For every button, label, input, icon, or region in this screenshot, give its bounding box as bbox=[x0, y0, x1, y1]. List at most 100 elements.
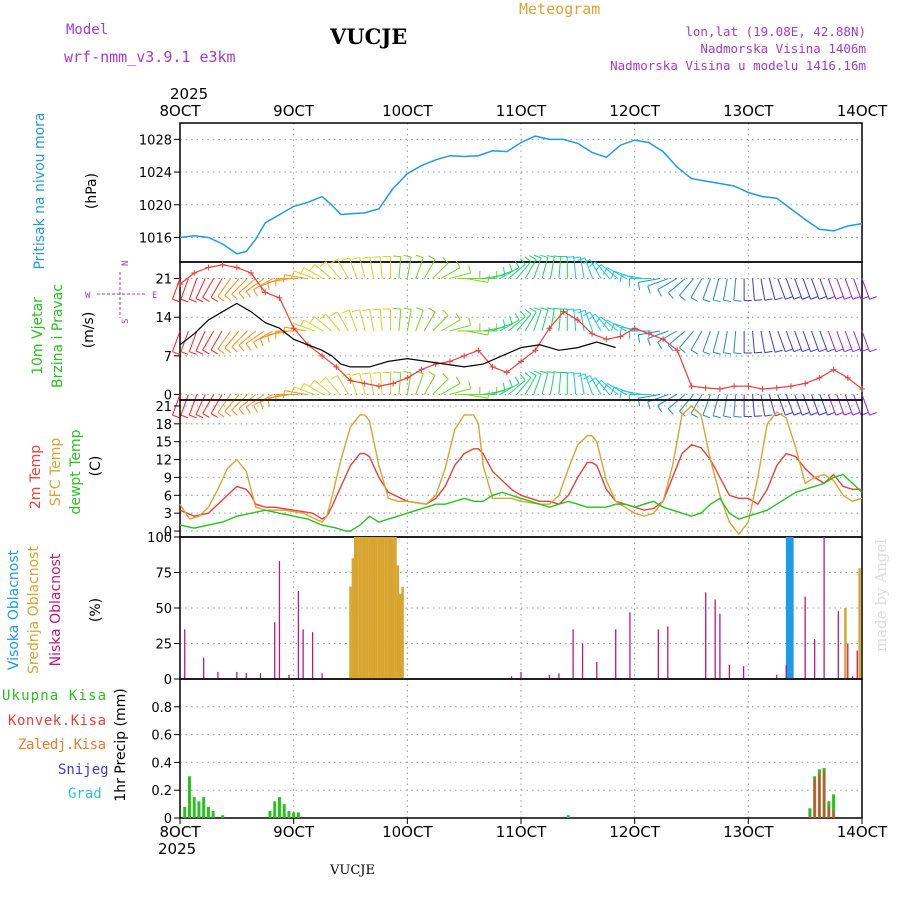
wind-barb-flag bbox=[202, 297, 210, 302]
gust-marker bbox=[177, 281, 183, 288]
wind-barb bbox=[449, 324, 471, 332]
wind-barb-flag bbox=[319, 261, 327, 268]
wind-barb-flag bbox=[566, 256, 574, 258]
wind-barb-flag bbox=[667, 344, 674, 352]
wind-barb bbox=[811, 330, 820, 352]
wind-barb bbox=[466, 393, 489, 399]
low-cloud-bar bbox=[581, 643, 584, 679]
wind-barb bbox=[733, 394, 737, 417]
wind-barb bbox=[777, 394, 786, 416]
low-cloud-bar bbox=[785, 664, 787, 679]
wind-barb-flag bbox=[282, 390, 286, 399]
panel-frame bbox=[179, 122, 863, 263]
wind-barb-flag bbox=[546, 307, 555, 310]
total-precip-label: Ukupna Kisa bbox=[2, 688, 106, 704]
wind-barb-flag bbox=[455, 313, 461, 321]
wind-barb bbox=[379, 256, 383, 279]
year-bottom: 2025 bbox=[158, 840, 196, 858]
low-cloud-bar bbox=[847, 643, 849, 679]
wind-barb bbox=[768, 394, 776, 416]
bottom-x-tick-label: 14OCT bbox=[837, 823, 888, 841]
wind-barb bbox=[638, 393, 661, 399]
wind-barb bbox=[647, 394, 669, 403]
wind-barb bbox=[541, 309, 549, 332]
wind-barb bbox=[819, 330, 828, 352]
gust-marker bbox=[688, 383, 695, 390]
gust-marker bbox=[248, 270, 255, 277]
wind-barb bbox=[348, 373, 358, 395]
wind-barb-flag bbox=[172, 351, 180, 355]
y-tick-label: 75 bbox=[155, 567, 172, 582]
low-cloud-bar bbox=[245, 673, 247, 679]
wind-barb-flag bbox=[362, 256, 370, 259]
wind-barb-flag bbox=[330, 374, 338, 380]
gust-marker bbox=[418, 366, 425, 373]
wind-barb-flag bbox=[774, 349, 783, 353]
wind-barb bbox=[600, 264, 619, 279]
wind-barb-flag bbox=[553, 307, 561, 310]
wind-barb bbox=[379, 309, 383, 332]
gust-marker bbox=[262, 289, 269, 296]
wind-barb-flag bbox=[210, 413, 219, 418]
y-tick-label: 18 bbox=[155, 418, 172, 433]
wind-barb bbox=[172, 330, 181, 352]
wind-barb bbox=[827, 330, 837, 352]
wind-barb-flag bbox=[514, 260, 520, 268]
total-precip-bar bbox=[292, 812, 296, 818]
total-precip-bar bbox=[296, 812, 300, 818]
wind-barb-flag bbox=[393, 255, 401, 258]
wind-barb-flag bbox=[723, 415, 732, 418]
low-cloud-bar bbox=[851, 676, 854, 679]
wind-barb bbox=[415, 373, 424, 395]
wind-barb-flag bbox=[827, 412, 835, 416]
wind-barb bbox=[794, 394, 803, 416]
wind-barb bbox=[722, 278, 728, 301]
wind-barb-flag bbox=[351, 256, 360, 260]
low-cloud-bar bbox=[203, 657, 205, 679]
wind-barb bbox=[210, 394, 223, 414]
total-precip-bar bbox=[566, 815, 570, 818]
wind-barb bbox=[406, 256, 412, 279]
wind-barb bbox=[449, 388, 471, 395]
wind-barb-flag bbox=[810, 296, 818, 300]
wind-barb-flag bbox=[589, 261, 596, 268]
wind-barb-flag bbox=[330, 259, 338, 264]
wind-barb-flag bbox=[619, 274, 622, 283]
wind-barb bbox=[195, 330, 206, 352]
wind-barb-flag bbox=[827, 348, 835, 353]
wind-barb bbox=[657, 330, 678, 343]
wind-barb-flag bbox=[754, 351, 763, 354]
y-tick-label: 25 bbox=[155, 638, 172, 653]
wind-barb bbox=[679, 278, 694, 296]
wind-barb-flag bbox=[566, 308, 574, 311]
wind-barb bbox=[231, 394, 248, 411]
wind-barb bbox=[811, 394, 820, 416]
conv-precip-label: Konvek.Kisa bbox=[8, 713, 106, 729]
low-cloud-bar bbox=[804, 596, 806, 679]
y-tick-label: 6 bbox=[164, 489, 172, 504]
conv-precip-bar bbox=[818, 773, 821, 818]
wind-barb bbox=[284, 274, 307, 280]
wind-barb bbox=[210, 278, 223, 298]
gust-line bbox=[179, 264, 863, 390]
wind-barb-flag bbox=[754, 299, 763, 301]
wind-barb bbox=[819, 394, 828, 416]
wind-barb bbox=[579, 256, 585, 279]
wind-barb bbox=[785, 278, 795, 300]
wind-barb bbox=[508, 264, 526, 279]
top-axis-labels: 8OCT 9OCT 10OCT 11OCT 12OCT 13OCT 14OCT bbox=[160, 102, 889, 120]
wind-barb bbox=[524, 375, 537, 395]
wind-barb bbox=[760, 330, 766, 353]
gust-marker bbox=[574, 316, 581, 323]
wind-barb bbox=[690, 278, 703, 298]
gust-marker bbox=[319, 352, 326, 359]
gust-marker bbox=[503, 369, 510, 376]
wind-barb-flag bbox=[290, 270, 295, 279]
wind-barb-flag bbox=[679, 295, 686, 301]
wind-barb bbox=[284, 390, 307, 395]
total-precip-bar bbox=[282, 804, 286, 818]
wind-barb bbox=[267, 330, 290, 336]
wind-barb-flag bbox=[309, 264, 316, 271]
wind-barb-flag bbox=[690, 297, 698, 302]
y-tick-label: 1028 bbox=[139, 133, 172, 148]
